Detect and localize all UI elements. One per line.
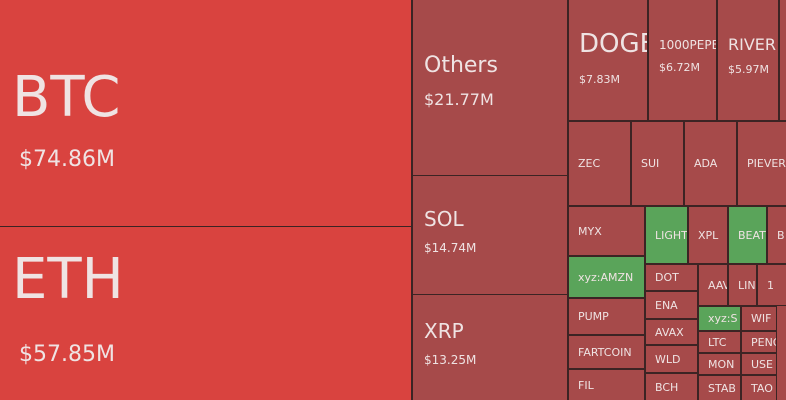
tile: MON — [698, 353, 741, 375]
tile: STAB — [698, 375, 741, 400]
tile-label: Others — [424, 53, 498, 78]
tile: LTC — [698, 331, 741, 353]
tile: FIL — [568, 369, 645, 400]
tile-label: XRP — [424, 319, 464, 343]
tile-label: BEAT — [738, 228, 766, 242]
tile-label: SOL — [424, 207, 464, 231]
tile-label: BCH — [655, 380, 679, 394]
tile: SUI — [631, 121, 684, 206]
tile-label: ZEC — [578, 157, 601, 170]
tile: DOGE $7.83M — [568, 0, 648, 121]
tile: ADA — [684, 121, 737, 206]
tile-label: PUMP — [578, 310, 609, 323]
tile-label: 1000PEPE — [659, 38, 716, 52]
tile: xyz:S — [698, 306, 741, 331]
tile-label: XPL — [698, 228, 719, 242]
tile: BCH — [645, 373, 698, 400]
tile-value: $6.72M — [659, 61, 700, 74]
tile-label: B — [777, 228, 785, 242]
tile: WLD — [645, 345, 698, 373]
tile-value: $21.77M — [424, 90, 494, 109]
tile-label: LIN — [738, 278, 756, 292]
tile-label: xyz:S — [708, 312, 738, 325]
tile-label: AVAX — [655, 325, 684, 339]
tile-value: $14.74M — [424, 241, 477, 255]
tile-label: ENA — [655, 298, 678, 312]
tile-label: FIL — [578, 378, 594, 392]
tile: B — [767, 206, 786, 264]
tile-value: $13.25M — [424, 353, 477, 367]
tile-label: PENG — [751, 335, 776, 349]
tile-label: AAV — [708, 278, 727, 292]
tile-label: RIVER — [728, 35, 777, 54]
tile-label: MON — [708, 357, 735, 371]
tile-label: MYX — [578, 224, 602, 238]
tile: AAV — [698, 264, 728, 306]
tile: 1 — [757, 264, 786, 306]
tile: WIF — [741, 306, 777, 331]
tile: RIVER $5.97M — [717, 0, 779, 121]
tile-value: $5.97M — [728, 63, 769, 76]
tile-label: xyz:AMZN — [578, 270, 634, 284]
tile-label: WLD — [655, 352, 681, 366]
tile-label: ADA — [694, 157, 718, 170]
tile: XRP $13.25M — [412, 294, 568, 400]
tile-label: PIEVER — [747, 157, 786, 170]
tile-value: $7.83M — [579, 73, 620, 86]
tile: PIEVER — [737, 121, 786, 206]
tile-value: $74.86M — [19, 147, 115, 172]
tile-value: $57.85M — [19, 342, 115, 367]
tile: BEAT — [728, 206, 767, 264]
tile: AVAX — [645, 319, 698, 345]
tile: LIGHT — [645, 206, 688, 264]
tile-label: FARTCOIN — [578, 345, 632, 359]
tile: XPL — [688, 206, 728, 264]
tile-label: SUI — [641, 157, 660, 170]
tile: 1000PEPE $6.72M — [648, 0, 717, 121]
tile-label: LIGHT — [655, 228, 687, 242]
tile — [779, 0, 786, 121]
tile: ENA — [645, 291, 698, 319]
tile: DOT — [645, 264, 698, 291]
tile: ZEC — [568, 121, 631, 206]
tile: xyz:AMZN — [568, 256, 645, 298]
tile: TAO — [741, 375, 777, 400]
tile: LIN — [728, 264, 757, 306]
tile: USE — [741, 353, 777, 375]
tile-label: LTC — [708, 335, 727, 349]
tile: SOL $14.74M — [412, 175, 568, 295]
tile-label: DOGE — [579, 29, 647, 59]
tile-label: WIF — [751, 312, 772, 325]
tile: FARTCOIN — [568, 335, 645, 369]
tile-label: ETH — [12, 247, 124, 312]
tile-label: BTC — [12, 65, 121, 130]
tile-label: USE — [751, 357, 773, 371]
tile-label: STAB — [708, 381, 736, 395]
tile: Others $21.77M — [412, 0, 568, 176]
tile-label: TAO — [751, 381, 773, 395]
tile: ETH $57.85M — [0, 226, 412, 400]
tile-label: 1 — [767, 278, 774, 292]
tile: PUMP — [568, 298, 645, 335]
tile: PENG — [741, 331, 777, 353]
tile: BTC $74.86M — [0, 0, 412, 227]
tile: MYX — [568, 206, 645, 256]
tile-label: DOT — [655, 271, 679, 284]
